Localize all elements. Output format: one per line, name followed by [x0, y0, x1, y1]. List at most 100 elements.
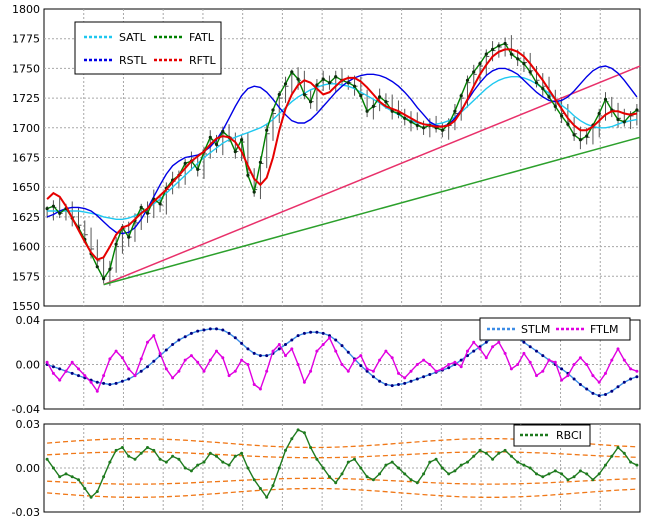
series-point-fatl — [108, 267, 112, 271]
series-point-stlm — [183, 335, 187, 339]
series-point-ftlm — [459, 365, 463, 369]
series-point-rbci — [189, 469, 193, 473]
series-point-fatl — [484, 52, 488, 56]
series-point-fatl — [302, 92, 306, 97]
series-point-rbci — [177, 457, 181, 461]
series-point-rbci — [572, 475, 576, 479]
price-tick-label: 1550 — [12, 300, 40, 313]
series-point-stlm — [371, 375, 375, 379]
series-point-rbci — [215, 454, 218, 458]
series-point-ftlm — [246, 363, 250, 366]
series-point-fatl — [603, 97, 608, 101]
series-point-fatl — [139, 205, 143, 209]
series-point-stlm — [428, 373, 432, 376]
series-point-fatl — [528, 70, 532, 74]
series-point-fatl — [422, 126, 426, 130]
series-point-stlm — [51, 365, 55, 369]
series-point-ftlm — [208, 358, 212, 362]
series-point-ftlm — [629, 367, 633, 371]
series-point-stlm — [202, 328, 206, 332]
series-point-rbci — [114, 448, 118, 452]
oscillator-legend: STLM FTLM — [479, 317, 631, 341]
series-point-stlm — [171, 343, 175, 346]
series-point-stlm — [177, 338, 181, 342]
series-point-stlm — [403, 381, 407, 385]
series-point-stlm — [447, 366, 451, 370]
series-point-rbci — [403, 472, 407, 476]
series-point-rbci — [233, 454, 237, 458]
series-point-ftlm — [440, 367, 444, 371]
series-point-fatl — [102, 277, 106, 281]
series-point-stlm — [208, 327, 212, 331]
series-point-rbci — [183, 466, 187, 470]
series-point-rbci — [547, 472, 551, 476]
series-point-rbci — [89, 495, 93, 499]
series-point-stlm — [233, 336, 237, 340]
series-point-fatl — [327, 81, 332, 85]
legend-label-ftlm: FTLM — [590, 323, 618, 336]
series-point-stlm — [196, 329, 200, 333]
series-point-rbci — [152, 448, 156, 452]
series-point-stlm — [585, 387, 589, 391]
series-point-fatl — [578, 138, 583, 142]
series-point-stlm — [535, 349, 538, 353]
series-point-rbci — [302, 431, 306, 435]
series-point-rbci — [503, 448, 507, 452]
series-point-ftlm — [390, 356, 394, 360]
series-point-rbci — [258, 487, 262, 490]
trendline-1 — [103, 65, 641, 286]
series-point-fatl — [283, 82, 288, 86]
series-point-rbci — [164, 460, 168, 464]
price-legend: SATL FATL RSTL RFTL — [74, 21, 222, 75]
series-point-stlm — [252, 351, 256, 355]
series-point-stlm — [309, 330, 313, 334]
series-point-ftlm — [215, 349, 218, 353]
series-point-rbci — [384, 463, 388, 467]
series-point-ftlm — [51, 371, 55, 375]
series-point-fatl — [158, 202, 162, 206]
series-point-stlm — [622, 380, 626, 384]
series-point-rbci — [616, 446, 620, 449]
series-point-rbci — [296, 428, 300, 432]
price-tick-label: 1750 — [12, 62, 40, 75]
series-point-ftlm — [340, 363, 344, 366]
series-point-rbci — [334, 481, 338, 485]
series-point-fatl — [560, 114, 564, 118]
series-point-ftlm — [597, 380, 601, 384]
series-point-stlm — [365, 369, 369, 373]
legend-label-fatl: FATL — [189, 31, 215, 44]
series-point-stlm — [635, 375, 639, 379]
series-point-rbci — [58, 475, 62, 479]
series-point-ftlm — [491, 345, 495, 349]
series-point-ftlm — [196, 360, 200, 364]
series-point-fatl — [534, 81, 539, 85]
series-point-fatl — [233, 150, 237, 154]
series-point-stlm — [541, 354, 545, 358]
series-point-fatl — [309, 100, 313, 104]
series-point-rbci — [409, 478, 413, 482]
series-point-fatl — [403, 116, 407, 120]
series-point-ftlm — [77, 367, 80, 371]
series-point-rbci — [315, 457, 319, 461]
series-point-stlm — [328, 334, 331, 338]
series-point-ftlm — [45, 360, 49, 364]
series-point-ftlm — [472, 340, 476, 344]
series-point-fatl — [622, 120, 626, 124]
series-point-stlm — [340, 344, 344, 348]
series-point-fatl — [409, 120, 413, 124]
series-point-stlm — [409, 379, 413, 383]
series-point-ftlm — [409, 369, 413, 373]
series-point-stlm — [108, 383, 112, 386]
series-point-ftlm — [252, 383, 256, 386]
series-point-ftlm — [447, 363, 451, 366]
series-point-ftlm — [434, 369, 438, 373]
rbci-legend: RBCI — [513, 424, 591, 447]
series-point-ftlm — [522, 351, 526, 355]
series-point-fatl — [491, 47, 495, 52]
series-point-ftlm — [114, 349, 118, 353]
series-point-rbci — [622, 451, 626, 455]
series-point-rbci — [108, 460, 112, 464]
series-point-ftlm — [509, 367, 513, 371]
legend-label-satl: SATL — [119, 31, 147, 44]
series-point-stlm — [415, 377, 419, 381]
